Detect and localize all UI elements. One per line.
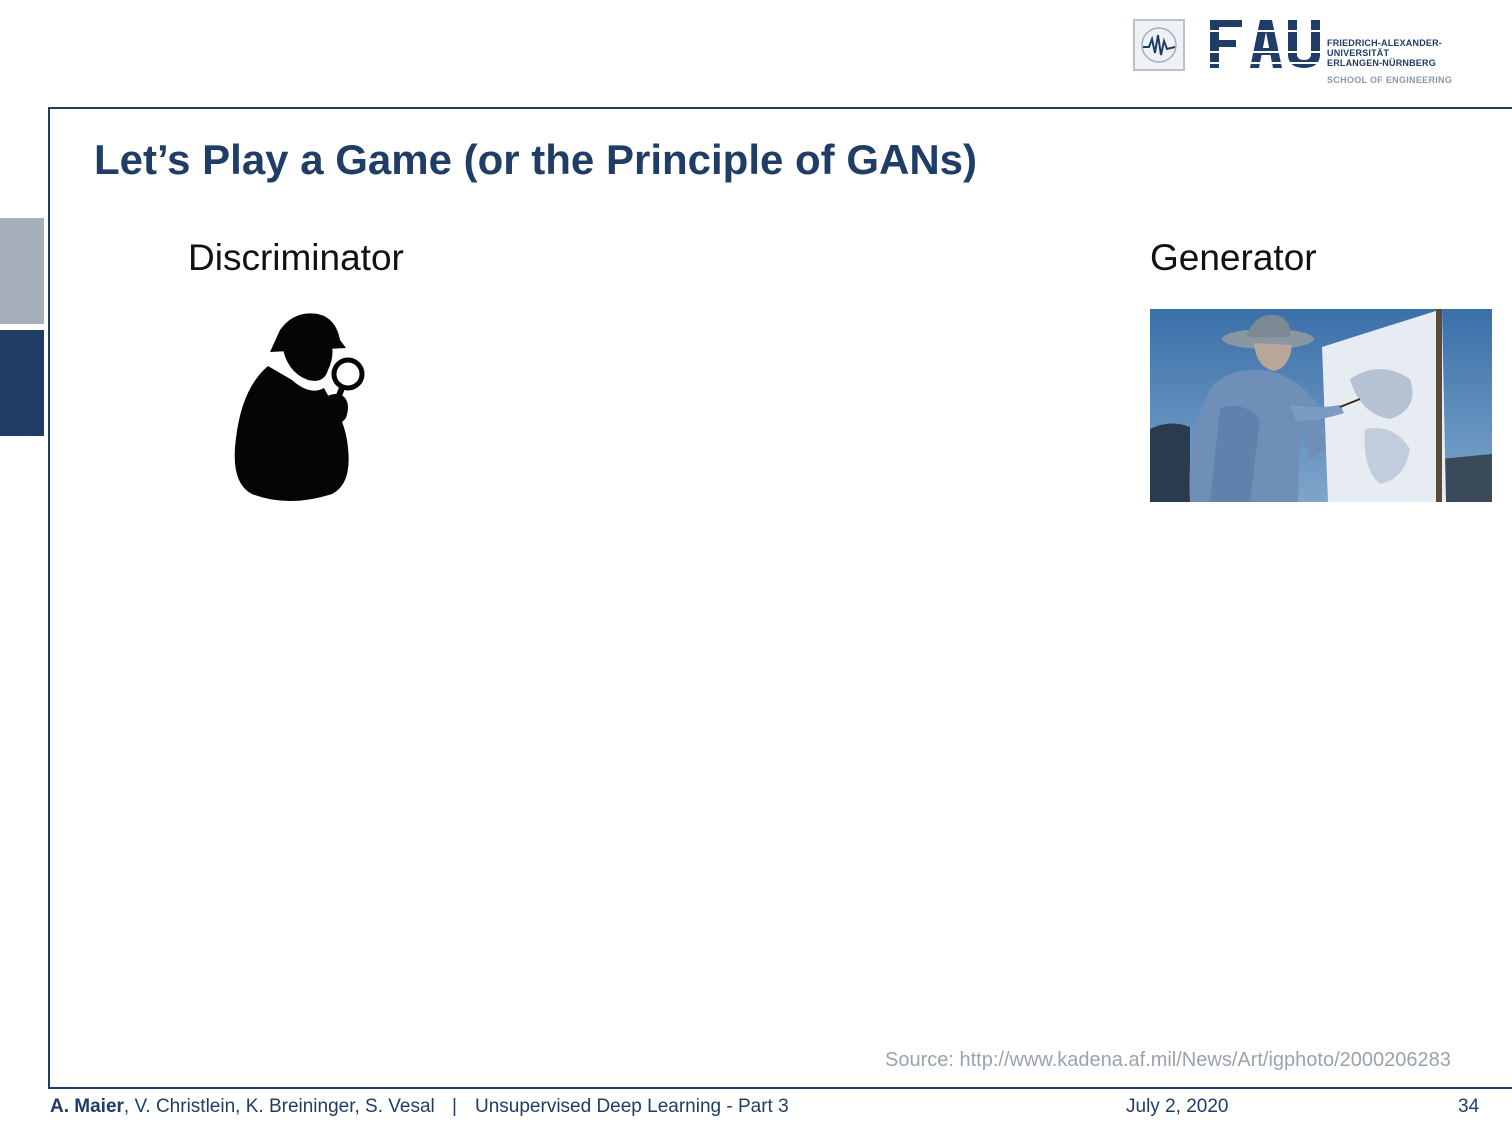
footer-page-number: 34: [1458, 1096, 1480, 1117]
frame-left-rule: [48, 107, 50, 1089]
discriminator-label: Discriminator: [188, 237, 404, 278]
footer-course: Unsupervised Deep Learning - Part 3: [475, 1096, 789, 1117]
frame-bottom-rule: [48, 1087, 1512, 1089]
footer-authors: A. Maier, V. Christlein, K. Breininger, …: [50, 1096, 435, 1118]
fau-logo-icon: [1210, 20, 1320, 68]
footer-other-authors: , V. Christlein, K. Breininger, S. Vesal: [123, 1096, 435, 1117]
lab-logo-icon: [1133, 19, 1185, 71]
frame-top-rule: [48, 107, 1512, 109]
section-tab-dark: [0, 330, 44, 436]
detective-silhouette-icon: [234, 313, 365, 501]
section-tab-light: [0, 218, 44, 324]
university-name: FRIEDRICH-ALEXANDER- UNIVERSITÄT ERLANGE…: [1327, 38, 1442, 68]
generator-label: Generator: [1150, 237, 1317, 278]
footer-separator: |: [452, 1096, 457, 1117]
school-name: SCHOOL OF ENGINEERING: [1327, 75, 1453, 85]
image-source-credit: Source: http://www.kadena.af.mil/News/Ar…: [885, 1049, 1451, 1071]
slide-title: Let’s Play a Game (or the Principle of G…: [94, 136, 978, 183]
footer-date: July 2, 2020: [1126, 1096, 1229, 1117]
painter-photo: [1150, 309, 1492, 502]
footer-lead-author: A. Maier: [50, 1096, 124, 1117]
